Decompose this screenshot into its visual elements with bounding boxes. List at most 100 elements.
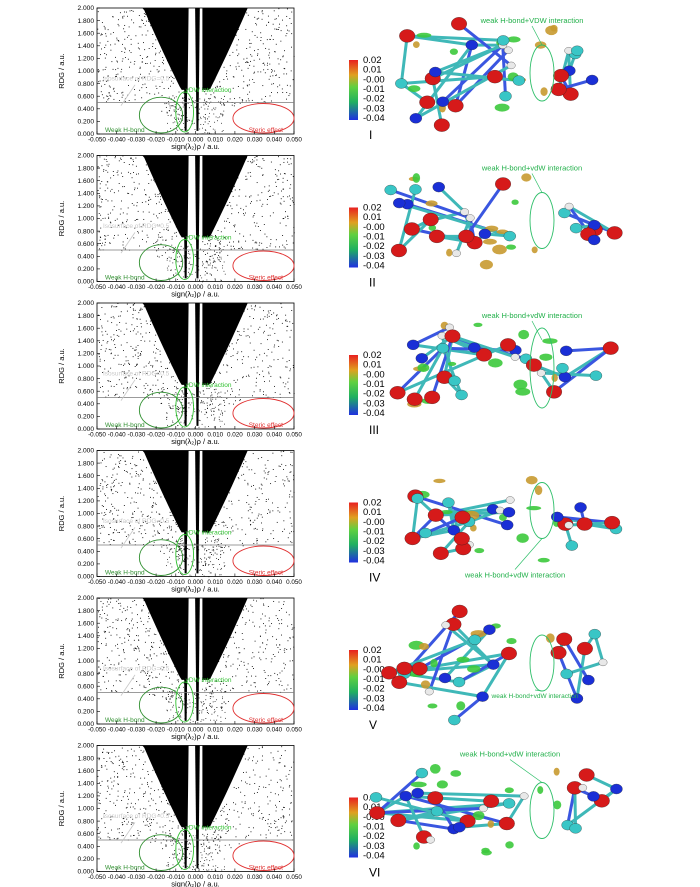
data-point (211, 869, 213, 871)
data-point (248, 834, 250, 836)
data-point (197, 841, 199, 843)
data-point (106, 768, 108, 770)
data-point (186, 556, 188, 558)
data-point (225, 353, 227, 355)
data-point (291, 525, 293, 527)
data-point (177, 825, 179, 827)
data-point (173, 275, 174, 277)
data-point (169, 504, 171, 506)
data-point (209, 847, 211, 849)
data-point (163, 88, 165, 90)
data-point (189, 257, 191, 259)
data-point (273, 359, 275, 361)
data-point (212, 865, 214, 867)
data-point (102, 459, 103, 461)
data-point (253, 543, 255, 545)
data-point (158, 248, 159, 250)
data-point (151, 488, 153, 490)
vdw-ellipse (175, 386, 194, 428)
data-point (211, 706, 213, 708)
data-point (287, 480, 289, 482)
data-point (153, 179, 155, 181)
data-point (197, 123, 198, 125)
data-point (223, 525, 225, 527)
data-point (129, 525, 131, 527)
data-point (129, 542, 131, 544)
data-point (100, 490, 102, 492)
data-point (118, 335, 120, 337)
data-point (101, 606, 103, 608)
bond (562, 638, 590, 681)
data-point (225, 691, 226, 693)
data-point (115, 756, 117, 758)
data-point (152, 384, 154, 386)
data-point (130, 157, 132, 159)
data-point (255, 225, 257, 227)
data-point (284, 480, 286, 482)
data-point (183, 422, 185, 424)
y-axis-label: RDG / a.u. (57, 201, 66, 236)
data-point (148, 540, 150, 542)
data-point (254, 242, 256, 244)
data-point (189, 702, 191, 704)
data-point (214, 710, 216, 712)
data-point (176, 408, 178, 409)
x-tick-label: 0.040 (266, 579, 282, 586)
data-point (251, 31, 253, 33)
data-point (257, 515, 259, 517)
data-point (107, 619, 109, 620)
data-point (194, 106, 196, 108)
bond (452, 334, 516, 359)
data-point (212, 834, 214, 835)
data-point (243, 58, 245, 60)
data-point (157, 360, 158, 362)
data-point (278, 829, 280, 831)
data-point (116, 473, 118, 475)
data-point (246, 608, 247, 610)
data-point (226, 349, 228, 351)
data-point (249, 91, 251, 93)
data-point (169, 830, 171, 832)
data-point (214, 96, 216, 98)
data-point (158, 809, 160, 811)
data-point (224, 95, 225, 97)
y-tick-label: 2.000 (77, 300, 94, 307)
data-point (207, 108, 209, 110)
data-point (186, 112, 187, 114)
data-point (177, 388, 179, 390)
data-point (189, 273, 191, 275)
data-point (162, 690, 164, 692)
data-point (155, 48, 157, 50)
data-point (242, 807, 244, 809)
data-point (113, 237, 115, 239)
data-point (146, 824, 148, 826)
atom (389, 386, 406, 400)
data-point (115, 690, 117, 692)
data-point (231, 388, 233, 390)
data-point (126, 77, 127, 79)
data-point (249, 316, 251, 318)
data-point (230, 245, 232, 247)
data-point (221, 869, 223, 871)
data-point (265, 47, 267, 49)
data-point (235, 342, 237, 344)
data-point (124, 57, 126, 58)
data-point (214, 709, 215, 710)
data-point (100, 227, 102, 229)
data-point (169, 248, 171, 250)
y-tick-label: 1.000 (77, 658, 94, 665)
data-point (277, 29, 279, 30)
data-point (245, 205, 247, 207)
atom (578, 768, 595, 782)
data-point (139, 527, 141, 529)
data-point (249, 42, 251, 44)
data-point (195, 835, 197, 837)
data-point (113, 518, 115, 520)
atom (501, 519, 514, 531)
data-point (220, 357, 222, 359)
data-point (284, 648, 286, 650)
data-point (205, 707, 207, 709)
data-point (132, 806, 134, 808)
data-point (241, 99, 243, 100)
data-point (245, 781, 247, 783)
